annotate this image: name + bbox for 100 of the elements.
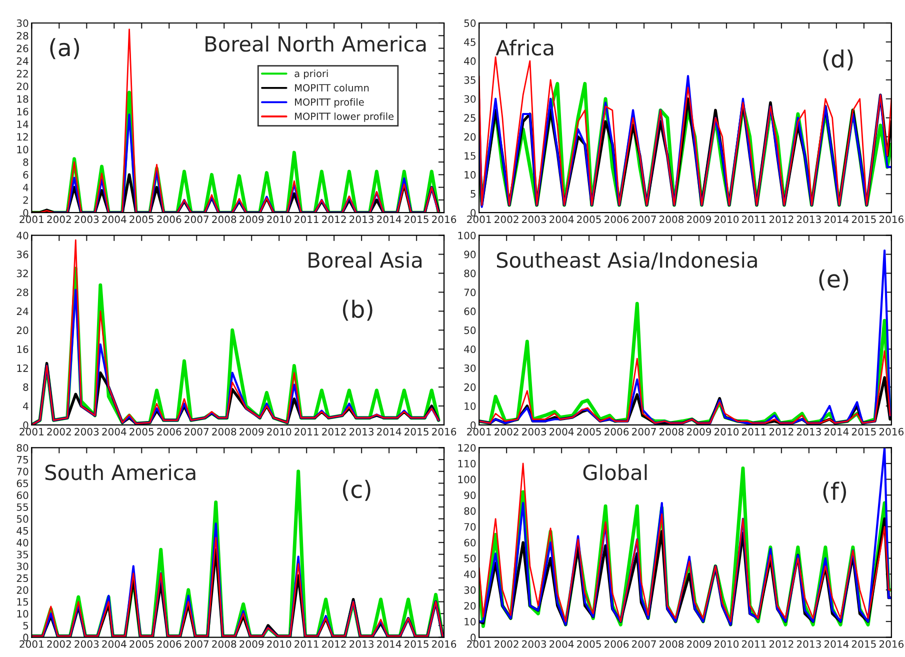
x-tick-label: 2011 <box>294 428 318 436</box>
y-tick-label: 8 <box>23 383 28 391</box>
y-tick-label: 26 <box>16 44 28 52</box>
y-tick-label: 80 <box>16 444 28 452</box>
x-tick-label: 2008 <box>212 428 236 436</box>
x-tick-label: 2007 <box>632 216 656 224</box>
legend-label: a priori <box>294 70 328 80</box>
x-tick-label: 2006 <box>157 216 182 224</box>
y-tick-label: 60 <box>16 491 28 500</box>
text: South America <box>45 464 196 480</box>
x-tick-label: 2014 <box>824 216 849 224</box>
y-tick-label: 120 <box>458 444 476 452</box>
y-tick-label: 6 <box>23 171 28 179</box>
y-tick-label: 60 <box>464 308 476 316</box>
x-tick-label: 2003 <box>74 428 99 436</box>
x-tick-label: 2005 <box>577 640 601 648</box>
x-tick-label: 2004 <box>550 428 574 436</box>
y-tick-label: 30 <box>464 364 476 372</box>
y-tick-label: 0 <box>23 634 28 642</box>
x-tick-label: 2004 <box>550 640 574 648</box>
y-tick-label: 25 <box>16 574 28 582</box>
y-tick-label: 10 <box>464 171 476 179</box>
x-tick-label: 2014 <box>824 428 849 436</box>
y-tick-label: 0 <box>23 421 28 429</box>
x-tick-label: 2008 <box>212 216 236 224</box>
x-tick-label: 2009 <box>240 428 264 436</box>
x-tick-label: 2015 <box>404 640 428 648</box>
x-tick-label: 2013 <box>350 216 374 224</box>
text: Southeast Asia/Indonesia <box>496 252 757 270</box>
y-tick-label: 0 <box>470 421 476 429</box>
y-tick-label: 20 <box>464 602 476 610</box>
x-tick-label: 2001 <box>20 428 44 436</box>
x-tick-label: 2015 <box>852 640 876 648</box>
x-tick-label: 2011 <box>742 216 766 224</box>
y-tick-label: 18 <box>17 95 28 103</box>
x-tick-label: 2003 <box>74 640 99 648</box>
x-tick-label: 2012 <box>322 640 346 648</box>
x-tick-label: 2007 <box>184 216 208 224</box>
x-tick-label: 2012 <box>769 216 794 224</box>
x-tick-label: 2009 <box>687 428 712 436</box>
x-tick-label: 2008 <box>660 428 684 436</box>
y-tick-label: 5 <box>470 190 476 198</box>
x-tick-label: 2004 <box>102 640 126 648</box>
x-tick-label: 2002 <box>494 428 518 436</box>
y-tick-label: 50 <box>464 19 476 27</box>
x-tick-label: 2012 <box>322 216 346 224</box>
y-tick-label: 0 <box>470 208 476 217</box>
y-tick-label: 75 <box>16 456 28 464</box>
y-tick-label: 70 <box>16 468 28 476</box>
x-tick-label: 2011 <box>742 640 766 648</box>
x-tick-label: 2013 <box>796 428 821 436</box>
x-tick-label: 2006 <box>604 428 629 436</box>
x-tick-label: 2004 <box>102 216 126 224</box>
x-tick-label: 2002 <box>47 640 71 648</box>
annotation: (f) <box>823 482 846 503</box>
x-tick-label: 2011 <box>294 640 318 648</box>
x-tick-label: 2013 <box>350 428 374 436</box>
x-tick-label: 2003 <box>74 216 99 224</box>
y-tick-label: 100 <box>458 232 476 240</box>
x-tick-label: 2013 <box>796 216 821 224</box>
chart-title: Boreal North America <box>206 36 426 52</box>
x-tick-label: 2012 <box>769 428 794 436</box>
x-tick-label: 2007 <box>632 640 656 648</box>
annotation: (d) <box>823 49 853 71</box>
x-tick-label: 2009 <box>240 216 264 224</box>
y-tick-label: 28 <box>16 32 28 40</box>
y-tick-label: 12 <box>17 364 28 372</box>
x-tick-label: 2001 <box>467 640 491 648</box>
y-tick-label: 40 <box>464 570 476 578</box>
x-tick-label: 2006 <box>157 640 182 648</box>
x-tick-label: 2010 <box>267 428 292 436</box>
y-tick-label: 50 <box>464 554 476 562</box>
y-tick-label: 36 <box>16 250 28 258</box>
x-tick-label: 2003 <box>522 640 546 648</box>
y-tick-label: 30 <box>16 562 28 570</box>
x-tick-label: 2013 <box>796 640 821 648</box>
y-tick-label: 24 <box>16 57 28 65</box>
x-tick-label: 2004 <box>102 428 126 436</box>
annotation: (a) <box>50 38 80 60</box>
x-tick-label: 2005 <box>130 216 154 224</box>
y-tick-label: 15 <box>17 598 28 606</box>
x-tick-label: 2016 <box>879 640 904 648</box>
x-tick-label: 2003 <box>522 428 546 436</box>
y-tick-label: 32 <box>16 270 28 278</box>
y-tick-label: 2 <box>23 196 28 204</box>
y-tick-label: 22 <box>16 70 28 78</box>
x-tick-label: 2016 <box>432 216 456 224</box>
x-tick-label: 2008 <box>660 640 684 648</box>
x-tick-label: 2010 <box>714 428 739 436</box>
x-tick-label: 2012 <box>322 428 346 436</box>
x-tick-label: 2002 <box>47 216 71 224</box>
y-tick-label: 20 <box>16 326 28 334</box>
y-tick-label: 80 <box>464 270 476 278</box>
y-tick-label: 15 <box>464 152 476 160</box>
y-tick-label: 50 <box>16 515 28 523</box>
x-tick-label: 2016 <box>879 216 904 224</box>
y-tick-label: 20 <box>464 133 476 141</box>
y-tick-label: 10 <box>464 618 476 626</box>
y-tick-label: 14 <box>17 120 28 128</box>
y-tick-label: 16 <box>17 345 28 354</box>
